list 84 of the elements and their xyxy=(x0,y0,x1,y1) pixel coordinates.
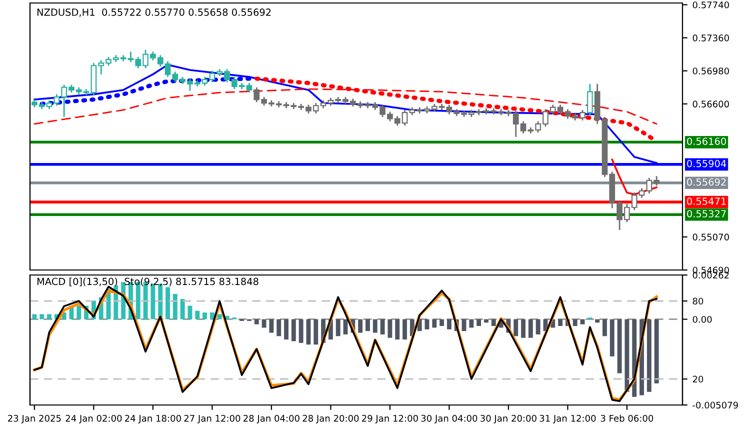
y-tick-label: 0.55070 xyxy=(692,234,729,241)
x-tick-label: 30 Jan 04:00 xyxy=(421,414,478,424)
bar xyxy=(172,294,178,320)
bar xyxy=(528,319,533,338)
bar xyxy=(624,319,630,392)
ref-line-label: 0.55692 xyxy=(687,178,726,186)
ref-line-label: 0.55327 xyxy=(687,210,726,218)
x-tick-label: 24 Jan 02:00 xyxy=(66,414,122,424)
bar xyxy=(291,319,296,342)
bar xyxy=(166,287,170,320)
x-tick-label: 31 Jan 12:00 xyxy=(540,414,596,424)
ref-line-label: 0.55904 xyxy=(687,160,726,168)
bar xyxy=(654,319,659,384)
bar xyxy=(558,319,563,326)
y-tick-label: 0.57360 xyxy=(692,34,729,42)
bar xyxy=(284,319,288,340)
bar xyxy=(595,319,600,323)
y-tick-label: 0.00262 xyxy=(692,272,729,279)
bar xyxy=(306,319,311,345)
bar xyxy=(602,319,607,336)
bar xyxy=(269,319,274,333)
bar xyxy=(40,314,44,320)
bar xyxy=(462,319,466,332)
bar xyxy=(202,312,208,320)
x-tick-label: 28 Jan 04:00 xyxy=(244,414,300,424)
bar xyxy=(572,319,578,326)
bar xyxy=(580,319,585,324)
bar xyxy=(536,319,540,334)
bar xyxy=(440,319,444,326)
x-tick-label: 24 Jan 18:00 xyxy=(125,414,181,424)
bar xyxy=(314,319,318,345)
bar xyxy=(514,319,518,336)
bar xyxy=(395,319,400,340)
bar xyxy=(276,319,282,336)
bar xyxy=(32,314,37,320)
bar xyxy=(617,319,622,374)
bar xyxy=(380,319,385,334)
y-tick-label: 0.54690 xyxy=(692,266,729,274)
x-tick-label: 27 Jan 12:00 xyxy=(184,414,240,424)
bar xyxy=(646,319,652,392)
bar xyxy=(195,310,200,320)
bar xyxy=(424,319,430,330)
candlestick xyxy=(246,82,252,94)
bar xyxy=(298,319,304,343)
line-series xyxy=(40,76,252,106)
y-tick-label: 0.57740 xyxy=(692,1,729,8)
bar xyxy=(521,319,526,338)
y2-tick-label: 80 xyxy=(692,298,704,305)
y2-tick-label: 20 xyxy=(692,376,704,383)
bar xyxy=(469,319,474,328)
y-tick-label: 0.56980 xyxy=(692,68,729,74)
bar xyxy=(210,312,214,320)
x-tick-label: 30 Jan 20:00 xyxy=(480,414,536,424)
bar xyxy=(402,319,407,340)
bar xyxy=(446,319,452,330)
bar xyxy=(188,306,192,320)
bar xyxy=(432,319,437,328)
chart-title: MACD [0](13,50) Sto(9,2,5) 81.5715 83.1848 xyxy=(37,278,258,286)
bar xyxy=(47,314,52,320)
bar xyxy=(366,319,370,332)
ref-line-label: 0.56160 xyxy=(687,138,726,145)
x-tick-label: 3 Feb 06:00 xyxy=(600,414,654,422)
x-tick-label: 28 Jan 20:00 xyxy=(302,414,359,424)
y-tick-label: 0.00 xyxy=(692,316,712,323)
bar xyxy=(491,319,496,326)
bar xyxy=(180,298,185,320)
x-tick-label: 23 Jan 2025 xyxy=(8,414,61,424)
bar xyxy=(388,319,392,338)
bar xyxy=(217,314,222,320)
bar xyxy=(254,319,259,324)
bar xyxy=(372,319,378,333)
bar xyxy=(484,319,488,323)
x-tick-label: 29 Jan 12:00 xyxy=(362,414,418,424)
bar xyxy=(610,319,614,356)
bar xyxy=(336,319,340,336)
bar xyxy=(476,319,482,326)
bar xyxy=(343,319,348,334)
y-tick-label: -0.005079 xyxy=(692,402,738,409)
bar xyxy=(358,319,363,333)
bar xyxy=(76,306,82,320)
y-tick-label: 0.56600 xyxy=(692,100,729,108)
chart-title: NZDUSD,H1 0.55722 0.55770 0.55658 0.55692 xyxy=(37,8,271,17)
ref-line-label: 0.55471 xyxy=(687,198,726,205)
bar xyxy=(262,319,266,328)
